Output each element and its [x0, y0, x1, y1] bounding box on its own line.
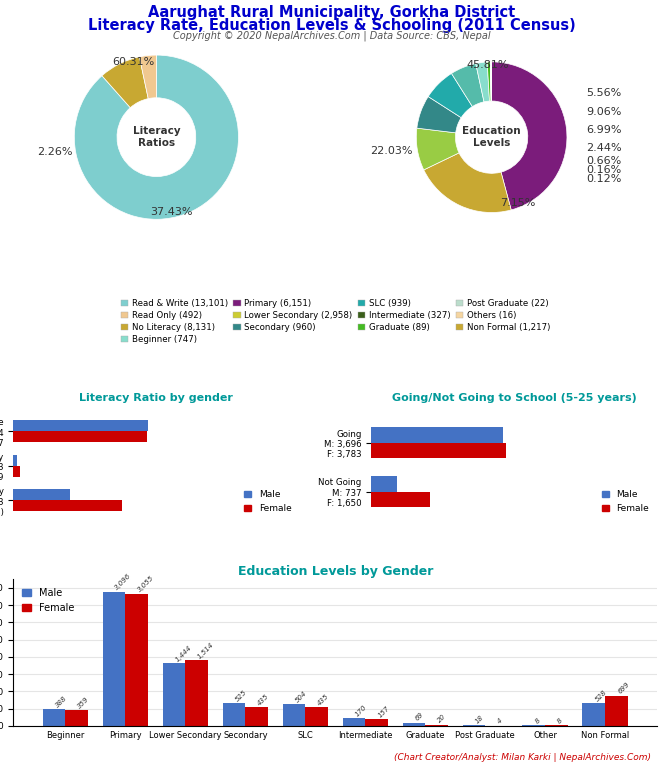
Title: Education Levels by Gender: Education Levels by Gender — [238, 565, 433, 578]
Text: 435: 435 — [257, 693, 270, 707]
Wedge shape — [490, 62, 491, 101]
Bar — [163, 664, 185, 726]
Text: 3,096: 3,096 — [114, 573, 133, 591]
Text: 0.12%: 0.12% — [586, 174, 621, 184]
Wedge shape — [487, 62, 491, 101]
Text: 170: 170 — [354, 703, 368, 717]
Bar — [13, 455, 17, 466]
Bar — [102, 592, 125, 726]
Text: 0.66%: 0.66% — [586, 156, 621, 166]
Text: 20: 20 — [437, 713, 448, 724]
Bar — [42, 709, 65, 726]
Text: Literacy Rate, Education Levels & Schooling (2011 Census): Literacy Rate, Education Levels & School… — [88, 18, 576, 33]
Bar — [371, 443, 507, 458]
Bar — [305, 707, 328, 726]
Bar — [606, 696, 628, 726]
Text: 0.16%: 0.16% — [586, 165, 621, 175]
Text: 528: 528 — [594, 688, 608, 702]
Bar — [222, 703, 245, 726]
Text: 504: 504 — [294, 690, 307, 703]
Bar — [13, 466, 20, 477]
Bar — [371, 492, 430, 508]
Wedge shape — [139, 55, 157, 98]
Wedge shape — [428, 74, 472, 118]
Bar — [371, 427, 503, 443]
Text: 5.56%: 5.56% — [586, 88, 621, 98]
Bar — [13, 420, 148, 432]
Bar — [13, 432, 147, 442]
Text: 37.43%: 37.43% — [150, 207, 193, 217]
Text: 388: 388 — [54, 694, 68, 708]
Wedge shape — [452, 64, 484, 107]
Bar — [463, 725, 485, 726]
Legend: Male, Female: Male, Female — [598, 487, 653, 517]
Text: 7.15%: 7.15% — [500, 198, 536, 208]
Bar — [371, 476, 398, 492]
Bar — [65, 710, 88, 726]
Wedge shape — [475, 62, 489, 102]
Wedge shape — [424, 153, 511, 213]
Wedge shape — [491, 62, 567, 210]
Text: 3,055: 3,055 — [137, 574, 155, 593]
Wedge shape — [102, 57, 148, 108]
Text: 359: 359 — [77, 696, 90, 710]
Legend: Read & Write (13,101), Read Only (492), No Literacy (8,131), Beginner (747), Pri: Read & Write (13,101), Read Only (492), … — [121, 300, 550, 344]
Text: Literacy
Ratios: Literacy Ratios — [133, 127, 180, 148]
Text: 22.03%: 22.03% — [370, 146, 412, 156]
Bar — [426, 725, 448, 726]
Text: 6.99%: 6.99% — [586, 125, 622, 135]
Bar — [582, 703, 606, 726]
Bar — [402, 723, 426, 726]
Bar — [185, 660, 208, 726]
Text: 699: 699 — [617, 681, 631, 695]
Title: Going/Not Going to School (5-25 years): Going/Not Going to School (5-25 years) — [392, 393, 637, 403]
Wedge shape — [74, 55, 238, 220]
Text: 9.06%: 9.06% — [586, 107, 621, 117]
Text: 157: 157 — [376, 704, 390, 718]
Text: 45.81%: 45.81% — [467, 60, 509, 70]
Legend: Male, Female: Male, Female — [240, 487, 295, 517]
Text: Copyright © 2020 NepalArchives.Com | Data Source: CBS, Nepal: Copyright © 2020 NepalArchives.Com | Dat… — [173, 31, 491, 41]
Bar — [282, 704, 305, 726]
Bar — [245, 707, 268, 726]
Title: Literacy Ratio by gender: Literacy Ratio by gender — [80, 393, 233, 403]
Text: Aarughat Rural Municipality, Gorkha District: Aarughat Rural Municipality, Gorkha Dist… — [148, 5, 516, 21]
Text: 18: 18 — [474, 713, 485, 724]
Text: 525: 525 — [234, 689, 248, 703]
Text: 8: 8 — [534, 717, 541, 725]
Text: 1,514: 1,514 — [197, 641, 215, 660]
Bar — [13, 500, 122, 511]
Text: 2.44%: 2.44% — [586, 143, 622, 153]
Bar — [125, 594, 148, 726]
Text: 1,444: 1,444 — [174, 644, 193, 663]
Text: (Chart Creator/Analyst: Milan Karki | NepalArchives.Com): (Chart Creator/Analyst: Milan Karki | Ne… — [394, 753, 651, 762]
Wedge shape — [417, 97, 461, 133]
Text: 435: 435 — [317, 693, 331, 707]
Text: 8: 8 — [556, 717, 564, 725]
Text: 2.26%: 2.26% — [37, 147, 72, 157]
Bar — [365, 719, 388, 726]
Text: 60.31%: 60.31% — [112, 57, 155, 67]
Text: Education
Levels: Education Levels — [462, 127, 521, 148]
Bar — [343, 718, 365, 726]
Legend: Male, Female: Male, Female — [18, 584, 78, 617]
Text: 69: 69 — [414, 711, 424, 722]
Wedge shape — [416, 128, 459, 170]
Bar — [13, 489, 70, 500]
Text: 4: 4 — [497, 717, 504, 725]
